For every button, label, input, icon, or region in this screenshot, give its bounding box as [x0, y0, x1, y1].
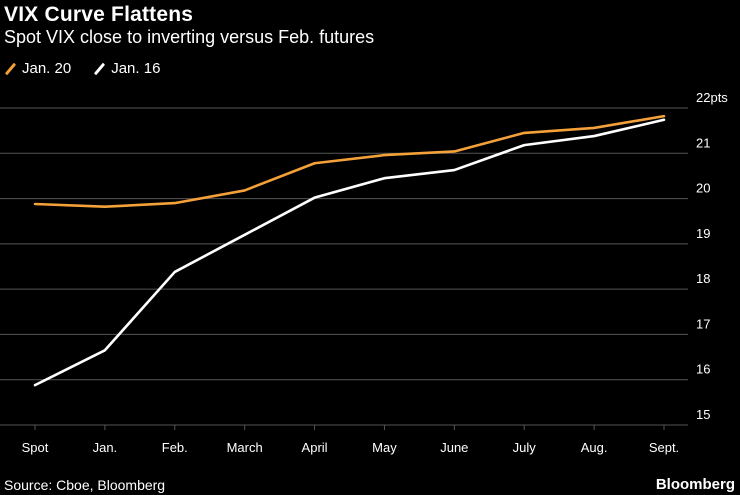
x-tick-label-7: July	[513, 440, 537, 455]
y-tick-label-21: 21	[696, 135, 710, 150]
series-line-jan-16	[33, 118, 666, 387]
x-tick-label-2: Feb.	[162, 440, 188, 455]
x-tick-label-3: March	[227, 440, 263, 455]
y-axis-tick-labels: 15 16 17 18 19 20 21 22pts	[696, 90, 728, 422]
x-tick-label-4: April	[302, 440, 328, 455]
y-tick-label-18: 18	[696, 271, 710, 286]
y-tick-label-19: 19	[696, 226, 710, 241]
source-note: Source: Cboe, Bloomberg	[4, 477, 166, 493]
x-tick-label-5: May	[372, 440, 397, 455]
legend: Jan. 20 Jan. 16	[4, 60, 182, 77]
y-tick-label-15: 15	[696, 407, 710, 422]
x-tick-label-9: Sept.	[649, 440, 679, 455]
y-tick-label-20: 20	[696, 181, 710, 196]
chart-title: VIX Curve Flattens	[4, 3, 194, 26]
y-tick-label-22: 22pts	[696, 90, 728, 105]
gridlines	[0, 107, 688, 426]
legend-item-jan-16: Jan. 16	[93, 60, 160, 77]
x-axis-tick-labels: Spot Jan. Feb. March April May June July Aug. Sep…	[22, 425, 679, 455]
brand-logo-text: Bloomberg	[655, 476, 735, 493]
y-tick-label-16: 16	[696, 362, 710, 377]
x-tick-label-8: Aug.	[581, 440, 608, 455]
series-lines	[33, 114, 666, 387]
y-tick-label-17: 17	[696, 316, 710, 331]
legend-label-jan-16: Jan. 16	[111, 60, 161, 77]
series-line-jan-20	[33, 114, 666, 209]
legend-item-jan-20: Jan. 20	[4, 60, 71, 77]
x-tick-label-6: June	[440, 440, 468, 455]
chart-subtitle: Spot VIX close to inverting versus Feb. …	[4, 27, 375, 47]
x-tick-label-1: Jan.	[93, 440, 118, 455]
x-tick-label-0: Spot	[22, 440, 49, 455]
legend-label-jan-20: Jan. 20	[22, 60, 72, 77]
